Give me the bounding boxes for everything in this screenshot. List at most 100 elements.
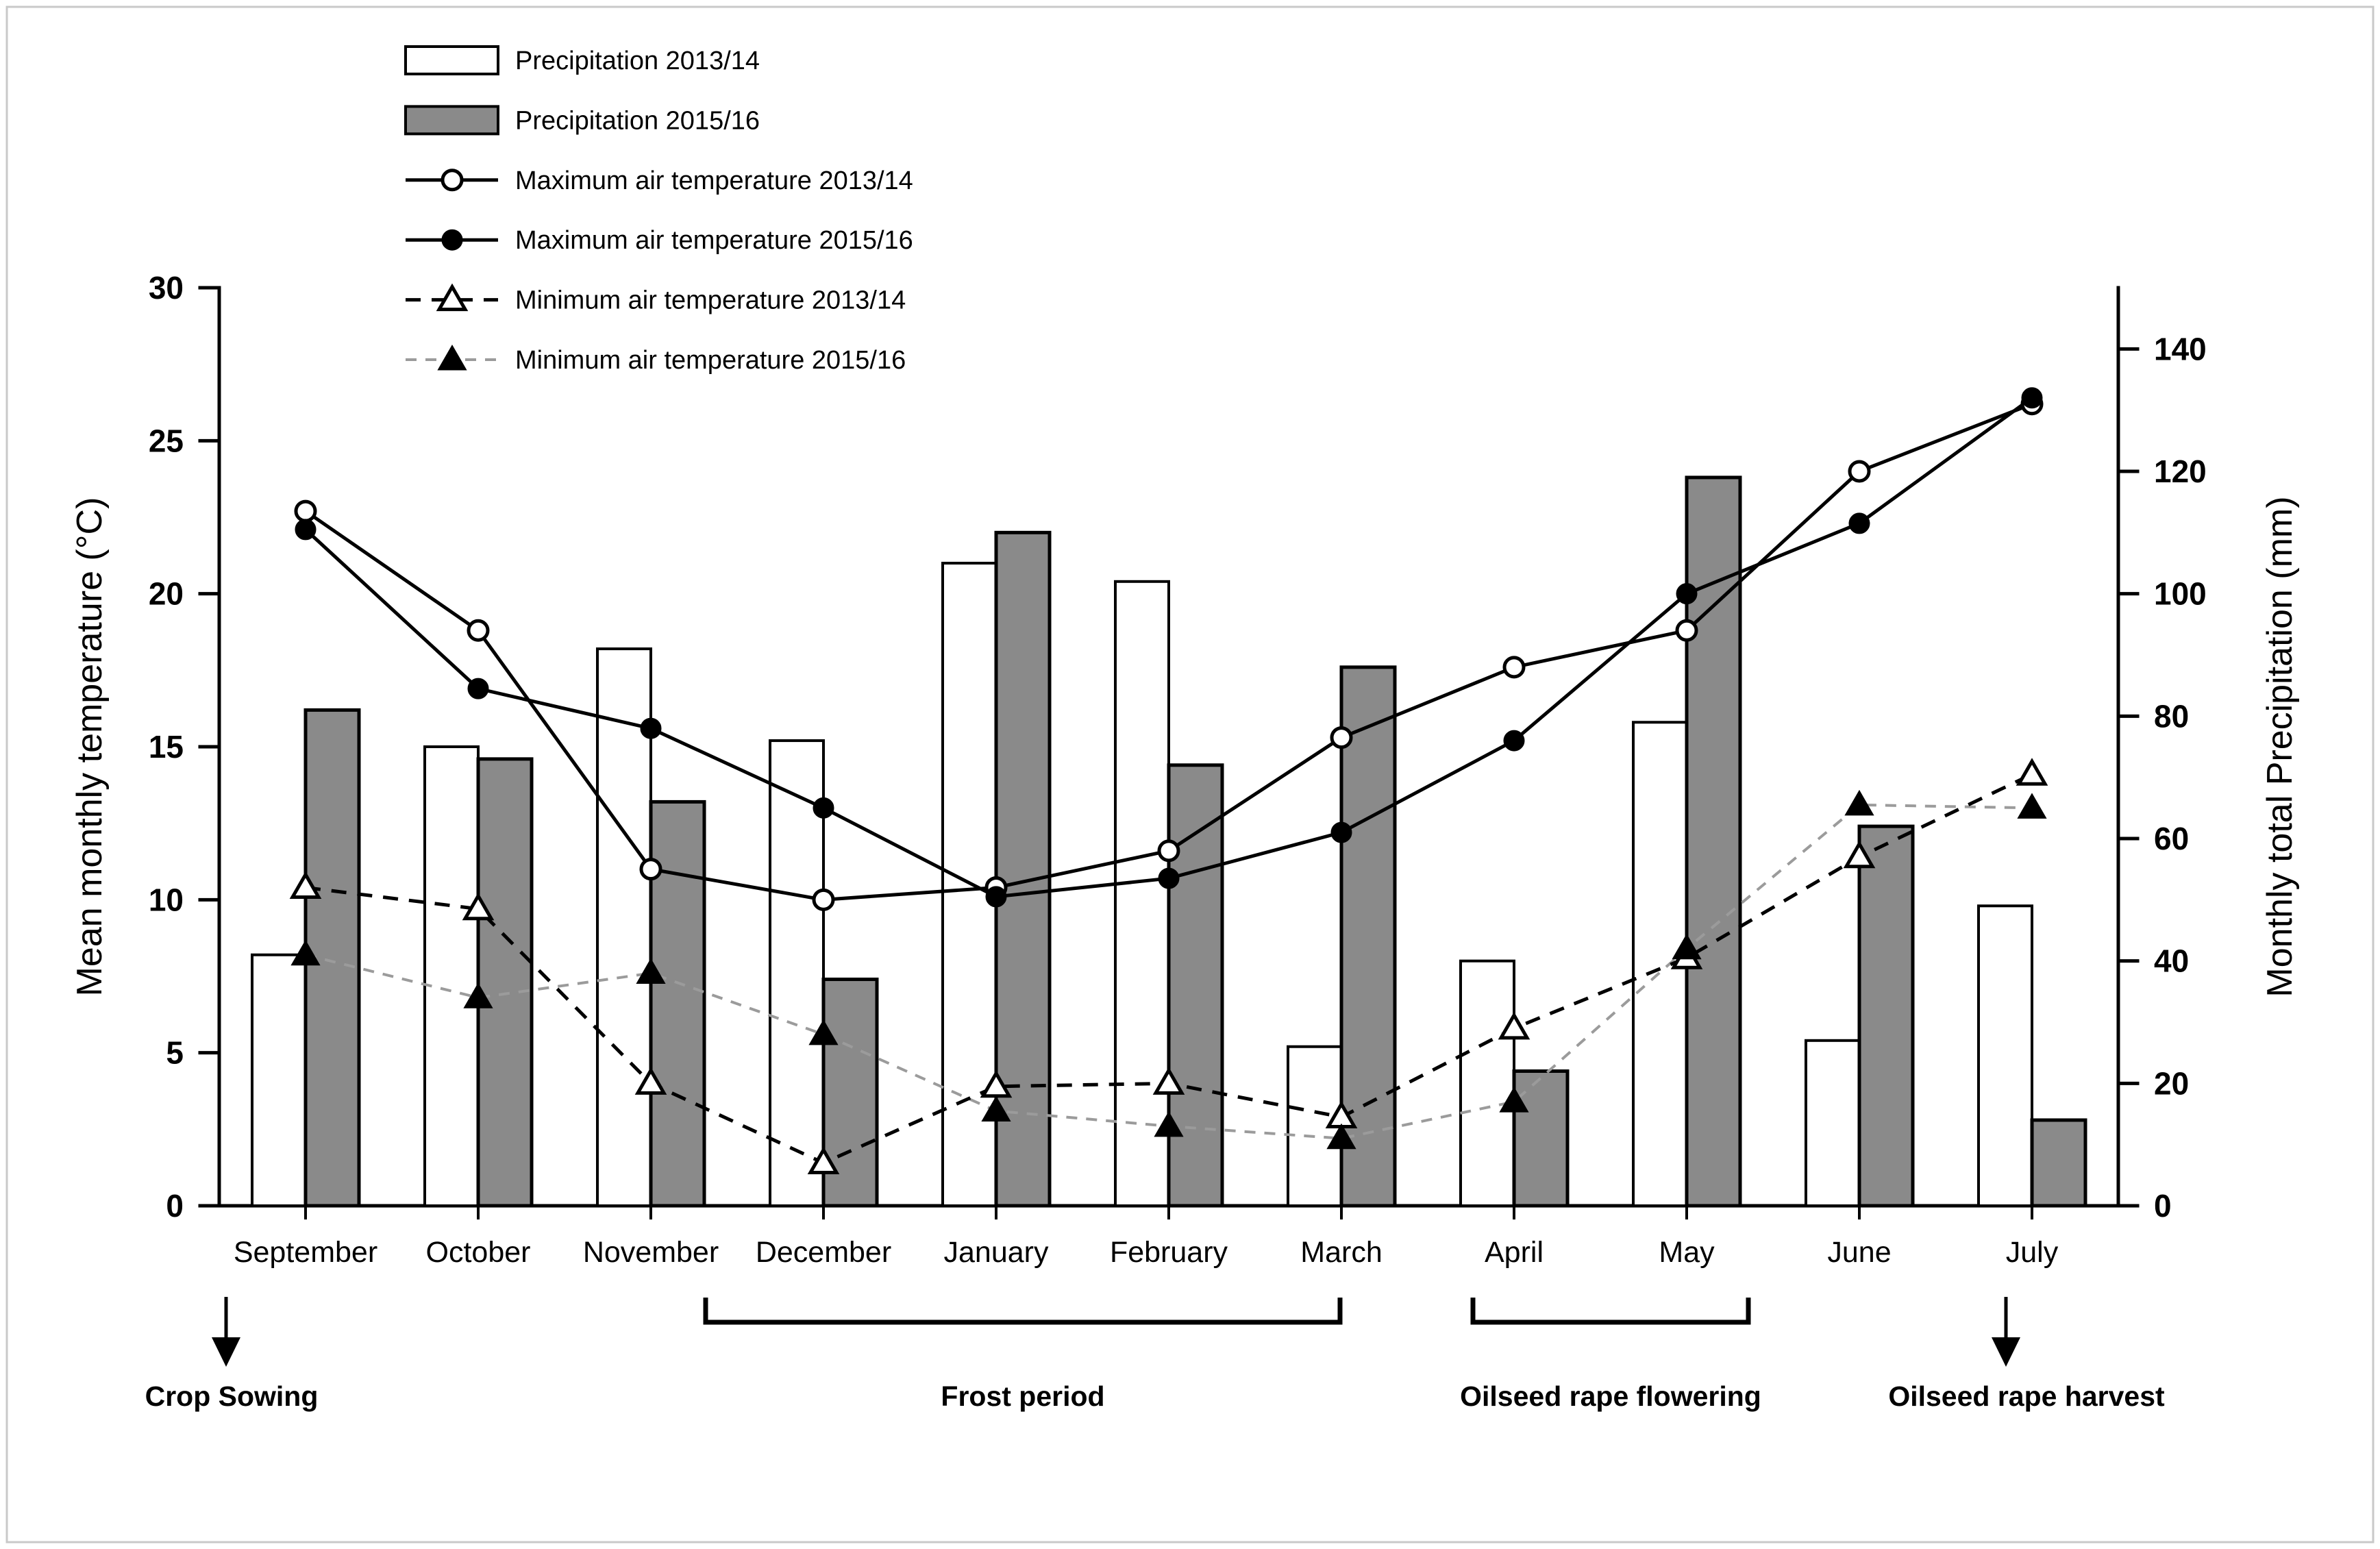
legend-swatch-bar <box>404 45 499 75</box>
triangle-open-marker <box>1152 1067 1185 1095</box>
legend-swatch-marker <box>436 283 469 312</box>
circle-filled-marker <box>2021 387 2043 409</box>
figure-border <box>5 5 2375 1544</box>
precip-bar-2015-16 <box>1339 665 1397 1208</box>
circle-open-marker <box>467 619 490 642</box>
legend-swatch-marker <box>441 229 463 251</box>
x-axis-month-label: January <box>944 1236 1049 1269</box>
triangle-open-marker <box>1498 1011 1530 1040</box>
x-axis-month-label: December <box>756 1236 891 1269</box>
legend-item: Minimum air temperature 2015/16 <box>406 344 906 375</box>
precip-bar-2015-16 <box>1857 824 1915 1208</box>
x-axis-month-label: October <box>426 1236 531 1269</box>
legend-item: Maximum air temperature 2013/14 <box>406 166 913 195</box>
triangle-open-marker <box>634 1067 667 1095</box>
left-axis-tick-label: 15 <box>149 729 184 765</box>
precip-bar-2013-14 <box>1805 1039 1861 1208</box>
x-axis-month-label: March <box>1300 1236 1382 1269</box>
x-axis-month-label: April <box>1485 1236 1544 1269</box>
left-axis-tick-label: 25 <box>149 423 184 458</box>
triangle-filled-marker <box>636 958 666 984</box>
triangle-filled-marker <box>981 1095 1011 1122</box>
precip-bar-2013-14 <box>1632 721 1688 1208</box>
legend-item: Precipitation 2013/14 <box>404 45 760 75</box>
triangle-filled-marker <box>290 939 321 966</box>
legend-item: Minimum air temperature 2013/14 <box>406 283 906 315</box>
triangle-open-marker <box>2016 758 2048 786</box>
left-axis-tick-label: 10 <box>149 882 184 917</box>
triangle-open-marker <box>289 871 322 899</box>
oilseed-rape-harvest-label: Oilseed rape harvest <box>1888 1380 2165 1412</box>
triangle-filled-marker <box>1154 1111 1184 1137</box>
legend-swatch-bar <box>404 105 499 136</box>
legend-swatch-marker <box>441 169 464 192</box>
right-axis-tick-label: 80 <box>2154 698 2189 734</box>
precip-bar-2015-16 <box>994 530 1052 1208</box>
legend-item: Precipitation 2015/16 <box>404 105 760 136</box>
circle-filled-marker <box>640 717 662 739</box>
triangle-filled-marker <box>2017 793 2047 819</box>
crop-sowing-label: Crop Sowing <box>145 1380 319 1412</box>
triangle-filled-marker <box>463 982 493 1008</box>
annotation-crop-sowing: Crop Sowing <box>145 1297 319 1412</box>
circle-filled-marker <box>985 886 1007 908</box>
crop-sowing-arrowhead <box>212 1337 240 1367</box>
circle-filled-marker <box>1848 512 1870 534</box>
circle-filled-marker <box>1330 821 1352 843</box>
left-axis-tick-label: 30 <box>149 270 184 306</box>
precip-bar-2013-14 <box>1114 580 1170 1207</box>
legend-item-label: Minimum air temperature 2013/14 <box>515 286 906 315</box>
circle-filled-marker <box>1158 867 1180 889</box>
triangle-open-marker <box>807 1146 840 1174</box>
legend-swatch-marker <box>437 344 467 371</box>
precip-bar-2013-14 <box>769 739 825 1207</box>
precip-bar-2013-14 <box>596 647 652 1207</box>
right-axis-title: Monthly total Precipitation (mm) <box>2260 496 2300 997</box>
circle-open-marker <box>1157 839 1180 863</box>
legend: Precipitation 2013/14 Precipitation 2015/… <box>404 45 913 375</box>
circle-filled-marker <box>467 678 489 699</box>
legend-item-label: Maximum air temperature 2015/16 <box>515 226 913 255</box>
precip-bar-2013-14 <box>423 745 480 1207</box>
right-axis-tick-label: 20 <box>2154 1065 2189 1101</box>
x-axis-month-label: February <box>1110 1236 1228 1269</box>
triangle-filled-marker <box>1499 1087 1529 1113</box>
circle-filled-marker <box>295 519 317 541</box>
x-axis-month-label: September <box>234 1236 377 1269</box>
x-axis-month-label: November <box>583 1236 719 1269</box>
right-axis-tick-label: 40 <box>2154 943 2189 979</box>
legend-item: Maximum air temperature 2015/16 <box>406 226 913 255</box>
right-axis-tick-label: 140 <box>2154 331 2207 367</box>
annotation-oilseed-rape-harvest: Oilseed rape harvest <box>1888 1297 2165 1412</box>
oilseed-rape-harvest-arrowhead <box>1992 1337 2020 1367</box>
oilseed-rape-flowering-label: Oilseed rape flowering <box>1460 1380 1761 1412</box>
precip-bar-2015-16 <box>1167 763 1224 1208</box>
triangle-filled-marker <box>1326 1123 1356 1150</box>
triangle-filled-marker <box>808 1019 839 1045</box>
legend-item-label: Precipitation 2013/14 <box>515 47 760 75</box>
annotation-frost-period: Frost period <box>703 1298 1343 1412</box>
x-axis-month-label: May <box>1659 1236 1715 1269</box>
circle-filled-marker <box>1676 583 1698 605</box>
legend-item-label: Maximum air temperature 2013/14 <box>515 166 913 195</box>
right-axis-tick-label: 100 <box>2154 576 2207 612</box>
oilseed-rape-flowering-bracket <box>1470 1298 1751 1325</box>
right-axis-tick-label: 120 <box>2154 454 2207 489</box>
precip-bar-2013-14 <box>1977 904 2033 1208</box>
right-axis-tick-label: 60 <box>2154 821 2189 856</box>
left-axis-title: Mean monthly temperature (°C) <box>70 497 110 997</box>
circle-open-marker <box>1502 656 1526 679</box>
frost-period-label: Frost period <box>941 1380 1104 1412</box>
circle-filled-marker <box>1503 730 1525 752</box>
left-axis-tick-label: 0 <box>166 1188 184 1224</box>
frost-period-bracket <box>703 1298 1343 1325</box>
right-axis-tick-label: 0 <box>2154 1188 2172 1224</box>
triangle-open-marker <box>1843 840 1876 869</box>
triangle-filled-marker <box>1844 789 1874 816</box>
markers-layer <box>289 387 2048 1174</box>
circle-open-marker <box>1675 619 1698 642</box>
circle-filled-marker <box>813 797 834 819</box>
left-axis-tick-label: 5 <box>166 1035 184 1071</box>
axes-layer: 0 5 10 15 20 25 30 0 20 40 60 80 100 120 140 September O… <box>149 270 2207 1269</box>
